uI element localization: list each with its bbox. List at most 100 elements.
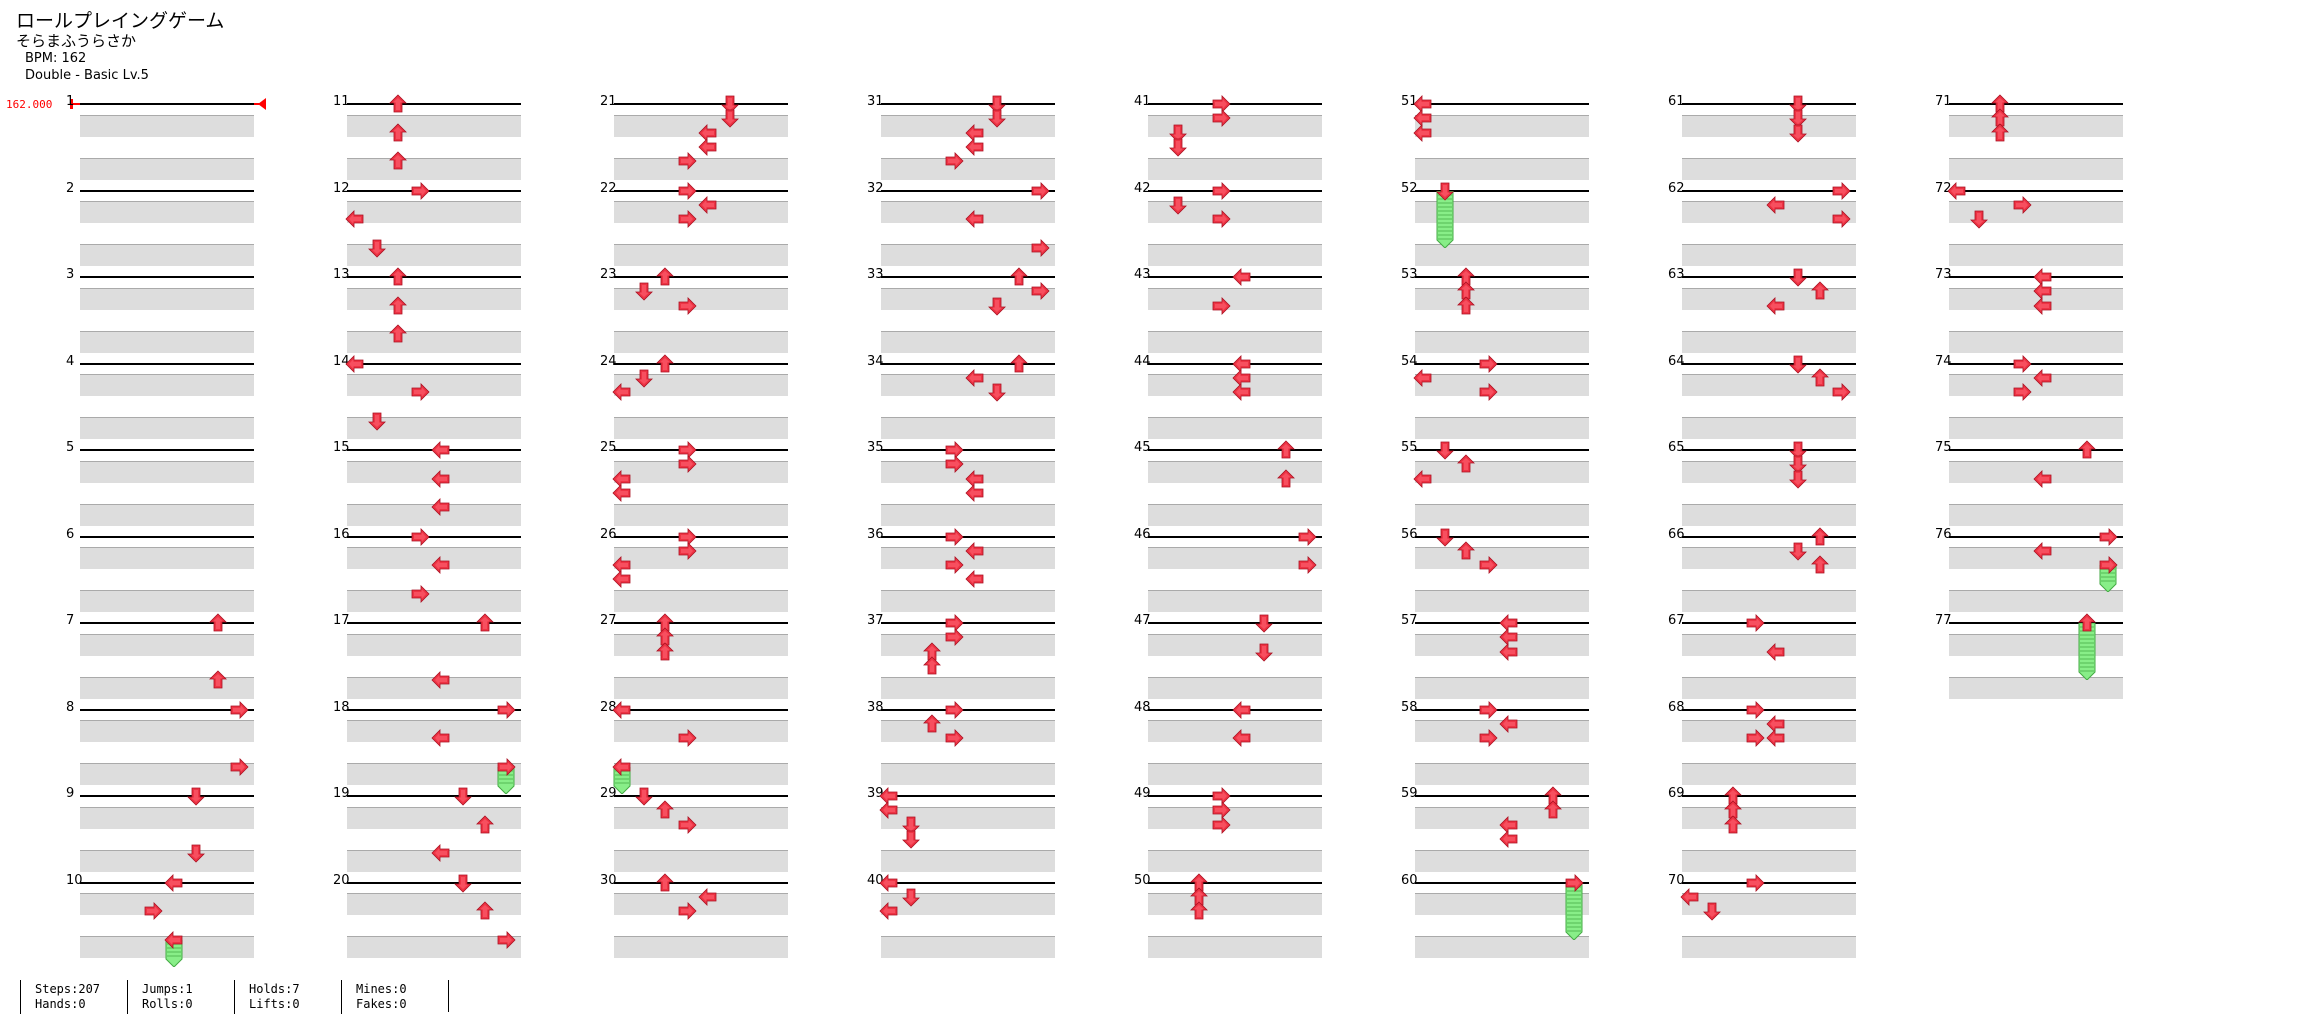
measure-line — [1148, 795, 1322, 797]
beat-band — [1682, 330, 1856, 353]
measure-number: 69 — [1668, 786, 1685, 801]
beat-band — [80, 330, 254, 353]
measure-number: 23 — [600, 267, 617, 282]
beat-band — [80, 720, 254, 743]
measure: 40 — [867, 873, 1129, 970]
beat-band — [1148, 849, 1322, 872]
measure-line — [1949, 189, 2123, 192]
measure-number: 63 — [1668, 267, 1685, 282]
arrow-right-icon — [677, 181, 697, 201]
arrow-left-icon — [431, 843, 451, 863]
measure: 12 — [333, 181, 595, 278]
arrow-left-icon — [1766, 195, 1786, 215]
song-artist: そらまふうらさか — [16, 32, 137, 50]
measure: 65 — [1668, 441, 1930, 537]
beat-band — [1949, 374, 2123, 397]
arrow-right-icon — [1831, 209, 1851, 229]
beat-band — [347, 157, 521, 180]
arrow-down-icon — [1435, 527, 1455, 547]
arrow-up-icon — [1456, 295, 1476, 316]
measure: 23 — [600, 267, 862, 364]
measure-line — [1949, 362, 2123, 365]
beat-band — [347, 893, 521, 916]
arrow-left-icon — [965, 483, 985, 503]
arrow-right-icon — [1211, 786, 1231, 806]
arrow-left-icon — [2033, 368, 2053, 388]
beat-band — [881, 676, 1055, 699]
arrow-up-icon — [1009, 353, 1029, 374]
arrow-up-icon — [1456, 267, 1476, 287]
measure-number: 75 — [1935, 440, 1952, 455]
beat-band — [1682, 503, 1856, 526]
hold-note — [1436, 190, 1454, 248]
measure: 64 — [1668, 354, 1930, 451]
measure-number: 24 — [600, 353, 617, 369]
arrow-left-icon — [164, 930, 184, 950]
measure-number: 19 — [333, 786, 350, 801]
measure-number: 48 — [1134, 699, 1151, 715]
measure-number: 47 — [1134, 613, 1151, 628]
measure-line — [347, 103, 521, 105]
arrow-up-icon — [1189, 901, 1209, 921]
arrow-right-icon — [410, 584, 430, 604]
arrow-right-icon — [677, 296, 697, 316]
measure: 18 — [333, 700, 595, 797]
measure-number: 4 — [66, 353, 75, 369]
arrow-right-icon — [944, 613, 964, 633]
beat-band — [1949, 503, 2123, 526]
arrow-right-icon — [944, 151, 964, 171]
beat-band — [80, 633, 254, 656]
beat-band — [347, 763, 521, 786]
arrow-up-icon — [1810, 281, 1830, 301]
measure-line — [614, 276, 788, 278]
stat-mines: Mines:0 — [356, 982, 407, 996]
beat-band — [1949, 201, 2123, 224]
hold-note — [1565, 882, 1583, 940]
beat-band — [1682, 417, 1856, 440]
measure-line — [1415, 535, 1589, 538]
arrow-right-icon — [1211, 181, 1231, 201]
measure-number: 3 — [66, 267, 75, 282]
beat-band — [1949, 590, 2123, 613]
measure: 41 — [1134, 95, 1396, 191]
measure: 29 — [600, 787, 862, 883]
measure: 52 — [1401, 181, 1663, 278]
arrow-down-icon — [634, 368, 654, 388]
arrow-up-icon — [1456, 454, 1476, 474]
measure-line — [881, 276, 1055, 278]
measure-number: 42 — [1134, 180, 1151, 196]
measure: 9 — [66, 787, 328, 883]
measure-number: 53 — [1401, 267, 1418, 282]
beat-band — [1949, 417, 2123, 440]
measure: 50 — [1134, 872, 1396, 970]
measure-number: 49 — [1134, 786, 1151, 801]
beat-band — [1415, 157, 1589, 180]
arrow-up-icon — [922, 714, 942, 734]
beat-band — [881, 849, 1055, 872]
beat-band — [1148, 460, 1322, 483]
measure-line — [80, 708, 254, 711]
measure-number: 68 — [1668, 699, 1685, 715]
beat-band — [80, 503, 254, 526]
measure-line — [614, 449, 788, 451]
arrow-down-icon — [1788, 94, 1808, 114]
measure: 25 — [600, 441, 862, 537]
beat-band — [881, 157, 1055, 180]
measure-line — [1949, 449, 2123, 451]
measure-number: 66 — [1668, 526, 1685, 542]
stat-lifts: Lifts:0 — [249, 997, 300, 1011]
arrow-right-icon — [496, 930, 516, 950]
measure-number: 46 — [1134, 526, 1151, 542]
arrow-left-icon — [1766, 296, 1786, 316]
beat-band — [881, 936, 1055, 959]
arrow-down-icon — [634, 786, 654, 806]
beat-band — [881, 114, 1055, 137]
measure-number: 12 — [333, 180, 350, 196]
arrow-left-icon — [1947, 181, 1967, 201]
measure-number: 51 — [1401, 94, 1418, 109]
stat-fakes: Fakes:0 — [356, 997, 407, 1011]
measure-line — [80, 276, 254, 278]
beat-band — [881, 417, 1055, 440]
measure-line — [881, 189, 1055, 192]
measure-number: 29 — [600, 786, 617, 801]
